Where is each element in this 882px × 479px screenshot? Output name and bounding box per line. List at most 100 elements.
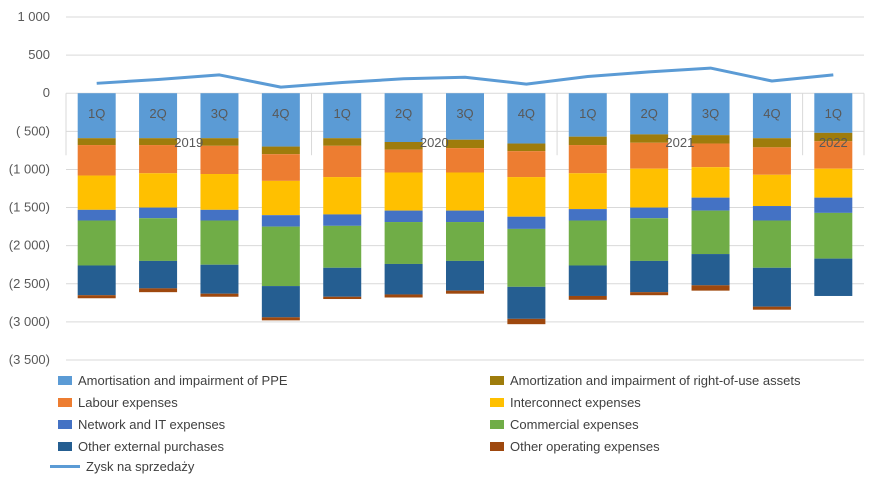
y-tick-label: 1 000	[17, 9, 50, 24]
bar-segment	[323, 225, 362, 268]
y-tick-label: 500	[28, 47, 50, 62]
bar-segment	[384, 294, 423, 298]
bar-segment	[814, 132, 853, 142]
bar-segment	[568, 209, 607, 221]
sales-profit-line	[96, 66, 834, 89]
year-label: 2019	[174, 135, 203, 150]
bar-segment	[200, 209, 239, 221]
bar-segment	[323, 138, 362, 146]
bar-segment	[139, 207, 178, 219]
bar-segment	[507, 216, 546, 229]
bar-segment	[630, 292, 669, 296]
bar-segment	[568, 265, 607, 296]
bar-segment	[384, 172, 423, 211]
bar-segment	[507, 318, 546, 325]
bar-segment	[814, 197, 853, 213]
bar-segment	[200, 264, 239, 294]
bar-segment	[752, 147, 791, 175]
quarter-labels: 1Q 2Q 3Q 4Q 1Q 2Q 3Q 4Q 1Q 2Q 3Q 4Q 1Q	[88, 106, 842, 121]
bar-segment	[77, 138, 116, 146]
year-label: 2021	[665, 135, 694, 150]
bar-segment	[446, 148, 484, 173]
bar-segment	[323, 296, 362, 300]
quarter-label: 4Q	[518, 106, 535, 121]
bar-segment	[384, 222, 423, 264]
bar-segment	[384, 263, 423, 295]
bar-segment	[200, 174, 239, 210]
bar-segment	[77, 295, 116, 299]
bar-segment	[446, 93, 484, 140]
bar-segment	[77, 175, 116, 210]
year-labels: 2019 2020 2021 2022	[174, 135, 847, 150]
bar-segment	[139, 260, 178, 289]
quarter-label: 3Q	[456, 106, 473, 121]
y-tick-label: (1 500)	[9, 200, 50, 215]
bar-segment	[323, 93, 362, 139]
bar-segment	[139, 173, 178, 208]
bar-segment	[630, 142, 669, 169]
bar-segment	[77, 93, 116, 139]
bar-segment	[507, 228, 546, 287]
bar-segment	[630, 93, 669, 135]
bar-segment	[261, 180, 300, 216]
bar-segment	[752, 220, 791, 268]
bar-segment	[630, 260, 669, 293]
bar-segment	[691, 285, 730, 291]
bar-segment	[200, 293, 239, 297]
bar-segment	[261, 93, 300, 147]
bar-segment	[568, 136, 607, 146]
y-axis: 1 000 500 0 ( 500) (1 000) (1 500) (2 000) (2 5…	[9, 9, 50, 367]
bar-segment	[384, 149, 423, 173]
bar-segment	[323, 214, 362, 226]
bar-segment	[323, 267, 362, 297]
bar-segment	[691, 135, 730, 144]
bar-segment	[752, 93, 791, 139]
quarter-label: 4Q	[272, 106, 289, 121]
y-tick-label: (3 500)	[9, 352, 50, 367]
bar-segment	[814, 93, 853, 133]
bar-segment	[384, 210, 423, 223]
bar-segment	[568, 220, 607, 266]
bar-segment	[261, 286, 300, 318]
quarter-label: 1Q	[88, 106, 105, 121]
bar-segment	[261, 317, 300, 321]
quarter-label: 3Q	[211, 106, 228, 121]
quarter-label: 2Q	[395, 106, 412, 121]
bar-segment	[139, 145, 178, 174]
y-tick-label: (2 000)	[9, 238, 50, 253]
bar-segment	[446, 290, 484, 294]
bar-segment	[507, 177, 546, 217]
bar-segment	[77, 209, 116, 221]
bar-segment	[752, 138, 791, 148]
bar-segment	[200, 220, 239, 265]
profit-line	[96, 66, 834, 89]
y-tick-label: (1 000)	[9, 161, 50, 176]
bar-segment	[446, 210, 484, 223]
bar-segment	[200, 138, 239, 146]
bar-segment	[446, 222, 484, 261]
bar-segment	[446, 139, 484, 149]
bar-segment	[814, 258, 853, 296]
bar-segment	[752, 174, 791, 207]
bar-segment	[77, 265, 116, 296]
bar-segment	[139, 93, 178, 139]
bar-segment	[200, 93, 239, 139]
bar-segment	[261, 215, 300, 227]
bar-segment	[691, 210, 730, 255]
bar-segment	[630, 218, 669, 261]
bar-segment	[630, 207, 669, 219]
bar-segment	[630, 134, 669, 143]
bar-segment	[814, 141, 853, 169]
bar-segment	[446, 260, 484, 291]
bar-segment	[139, 138, 178, 146]
bar-segment	[630, 168, 669, 208]
bar-segment	[384, 142, 423, 150]
quarter-label: 3Q	[702, 106, 719, 121]
bar-segment	[384, 93, 423, 143]
quarter-label: 4Q	[763, 106, 780, 121]
bar-segment	[507, 143, 546, 152]
year-label: 2022	[819, 135, 848, 150]
bar-segment	[261, 146, 300, 155]
bar-segment	[77, 220, 116, 266]
